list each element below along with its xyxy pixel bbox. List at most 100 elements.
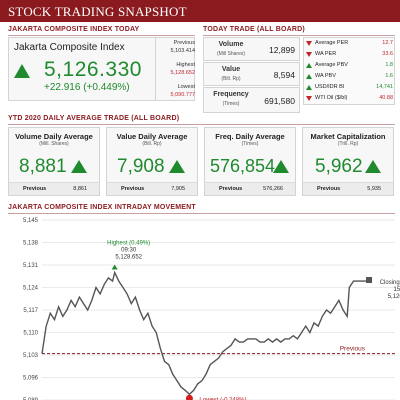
down-arrow-icon [306, 96, 312, 101]
down-arrow-icon [306, 41, 312, 46]
previous-value: 5,103.414 [170, 48, 195, 54]
card-title: Value Daily Average [116, 132, 188, 141]
chart-grid [42, 219, 395, 400]
y-tick-label: 5,117 [23, 308, 38, 314]
y-tick-label: 5,103 [23, 353, 39, 359]
highest-label: Highest (0.49%) [107, 241, 150, 247]
highest-label: Highest [176, 62, 195, 68]
up-arrow-icon [306, 85, 312, 90]
card-title: Volume Daily Average [15, 132, 93, 141]
card-value: 7,908 [117, 156, 165, 177]
volume-unit: (Mill Shares) [216, 51, 246, 57]
card-footer: Previous 7,905 [107, 182, 197, 195]
highest-time: 09:30 [121, 248, 137, 254]
indicator-value: 40.88 [379, 95, 393, 101]
card-title: Freq. Daily Average [215, 132, 285, 141]
indicator-label: WA PER [315, 51, 337, 57]
closing-value: 5,126.330 [388, 294, 400, 300]
up-arrow-icon [169, 160, 185, 173]
down-arrow-icon [306, 52, 312, 57]
card-footer: Previous 8,861 [9, 182, 99, 195]
y-tick-label: 5,089 [23, 398, 39, 400]
page-title: STOCK TRADING SNAPSHOT [8, 4, 187, 19]
y-tick-label: 5,138 [23, 241, 39, 247]
volume-row: Volume (Mill Shares) 12,899 [203, 37, 300, 61]
ytd-value-card: Value Daily Average (Bill. Rp) 7,908 Pre… [106, 127, 198, 196]
price-line [41, 270, 370, 396]
indicator-row: USD/IDR BI 14,741 [303, 82, 395, 93]
y-tick-label: 5,145 [23, 218, 39, 224]
frequency-label: Frequency [213, 91, 249, 98]
highest-value: 5,128.652 [170, 70, 195, 76]
indicator-row: WA PBV 1.6 [303, 71, 395, 82]
value-value: 8,594 [273, 70, 295, 80]
indicator-label: Average PER [315, 40, 349, 46]
lowest-marker [185, 394, 193, 400]
lowest-value: 5,090.777 [170, 92, 195, 98]
indicator-row: WA PER 33.6 [303, 49, 395, 60]
card-unit: (Mill. Shares) [39, 141, 69, 147]
indicator-row: Average PBV 1.8 [303, 60, 395, 71]
highest-marker [111, 264, 118, 270]
card-value: 5,962 [315, 156, 363, 177]
frequency-row: Frequency (Times) 691,580 [203, 87, 300, 113]
indicator-value: 33.6 [382, 51, 393, 57]
indicator-label: WTI Oil ($/bl) [315, 95, 348, 101]
volume-value: 12,899 [269, 45, 295, 55]
lowest-label: Lowest (-0.248%) [199, 397, 246, 400]
jci-main [8, 37, 156, 101]
ytd-section-title: YTD 2020 DAILY AVERAGE TRADE (ALL BOARD) [8, 115, 180, 122]
y-axis-ticks: 5,089 5,096 5,103 5,110 5,117 5,124 5,131 5,138… [23, 218, 39, 400]
up-arrow-icon [71, 160, 87, 173]
previous-label: Previous [219, 186, 243, 192]
card-footer: Previous 576,266 [205, 182, 295, 195]
card-footer: Previous 5,935 [303, 182, 393, 195]
indicator-value: 1.8 [385, 62, 393, 68]
indicator-value: 12.7 [382, 40, 393, 46]
indicator-label: WA PBV [315, 73, 336, 79]
indicator-table [303, 37, 395, 105]
jci-value: 5,126.330 [44, 58, 142, 81]
ytd-frequency-card: Freq. Daily Average (Times) 576,854 Prev… [204, 127, 296, 196]
jci-change: +22.916 (+0.449%) [44, 82, 130, 93]
closing-marker [366, 277, 373, 284]
indicator-row: WTI Oil ($/bl) 40.88 [303, 93, 395, 104]
frequency-unit: (Times) [222, 101, 240, 107]
card-title: Market Capitalization [310, 132, 386, 141]
highest-value: 5,128.652 [115, 255, 142, 261]
previous-label: Previous [23, 186, 47, 192]
indicator-label: Average PBV [315, 62, 348, 68]
divider [8, 35, 195, 36]
lowest-label: Lowest [177, 84, 195, 90]
y-tick-label: 5,124 [23, 286, 39, 292]
y-tick-label: 5,096 [23, 376, 39, 382]
indicator-label: USD/IDR BI [315, 84, 345, 90]
card-value: 576,854 [210, 156, 276, 176]
indicator-value: 1.6 [385, 73, 393, 79]
value-unit: (Bill. Rp) [221, 76, 241, 82]
y-tick-label: 5,110 [23, 331, 38, 337]
ytd-volume-card: Volume Daily Average (Mill. Shares) 8,88… [8, 127, 100, 196]
previous-value: 5,935 [367, 186, 381, 192]
card-unit: (Trill. Rp) [337, 141, 359, 147]
up-arrow-icon [365, 160, 381, 173]
up-arrow-icon [14, 64, 30, 78]
up-arrow-icon [306, 74, 312, 79]
jci-section-title: JAKARTA COMPOSITE INDEX TODAY [8, 26, 140, 33]
intraday-chart: 5,089 5,096 5,103 5,110 5,117 5,124 5,131 5,138… [23, 218, 400, 400]
previous-reference-label: Previous [340, 346, 366, 353]
indicator-value: 14,741 [376, 84, 393, 90]
previous-value: 576,266 [263, 186, 283, 192]
closing-label: Closing (0.45%) [380, 280, 400, 286]
value-label: Value [221, 66, 241, 73]
up-arrow-icon [273, 160, 289, 173]
previous-label: Previous [317, 186, 341, 192]
card-unit: (Times) [241, 141, 259, 147]
divider [8, 213, 395, 214]
previous-label: Previous [173, 40, 195, 46]
today-trade-section-title: TODAY TRADE (ALL BOARD) [203, 26, 305, 33]
volume-label: Volume [218, 41, 244, 48]
header-bar: STOCK TRADING SNAPSHOT [0, 0, 400, 22]
previous-label: Previous [121, 186, 145, 192]
divider [8, 124, 395, 125]
